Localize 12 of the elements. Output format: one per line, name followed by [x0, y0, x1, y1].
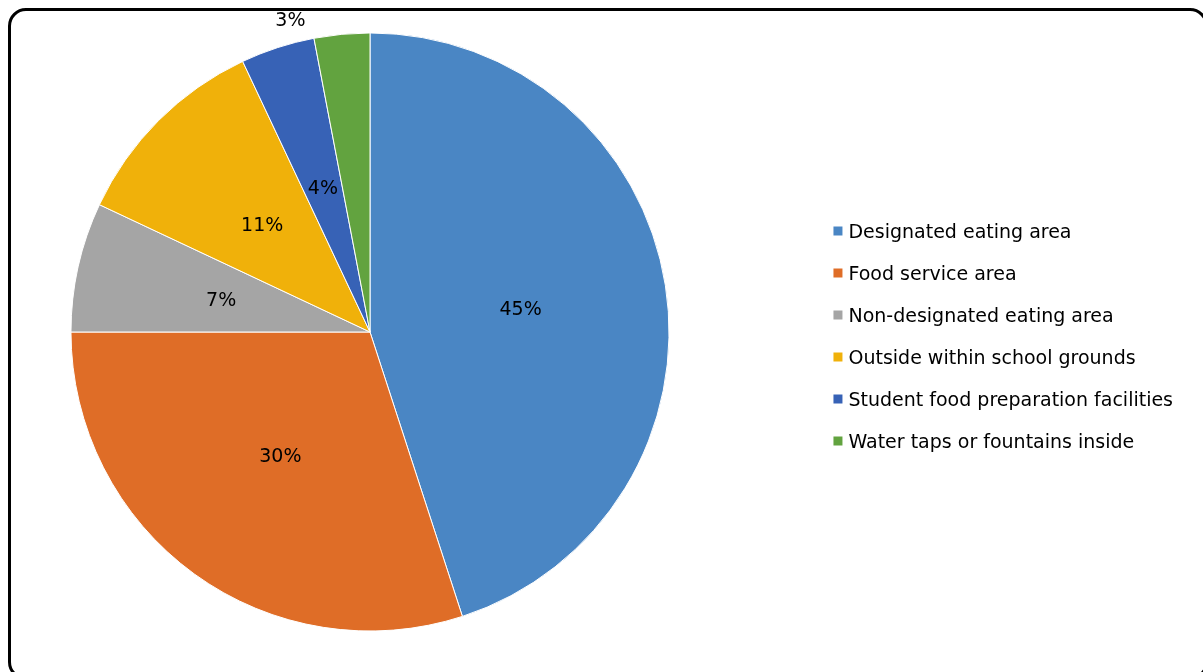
data-label: 11% [241, 213, 284, 236]
legend-label: Non-designated eating area [848, 304, 1114, 326]
legend-label: Student food preparation facilities [848, 388, 1174, 410]
legend-label: Water taps or fountains inside [848, 430, 1135, 452]
data-label: 3% [275, 8, 306, 31]
legend-label: Outside within school grounds [848, 346, 1136, 368]
data-label: 7% [206, 287, 237, 310]
legend-label: Designated eating area [848, 220, 1072, 242]
data-label: 4% [307, 175, 338, 198]
legend-label: Food service area [848, 262, 1017, 284]
data-label: 30% [259, 444, 302, 467]
data-label: 45% [499, 297, 542, 320]
